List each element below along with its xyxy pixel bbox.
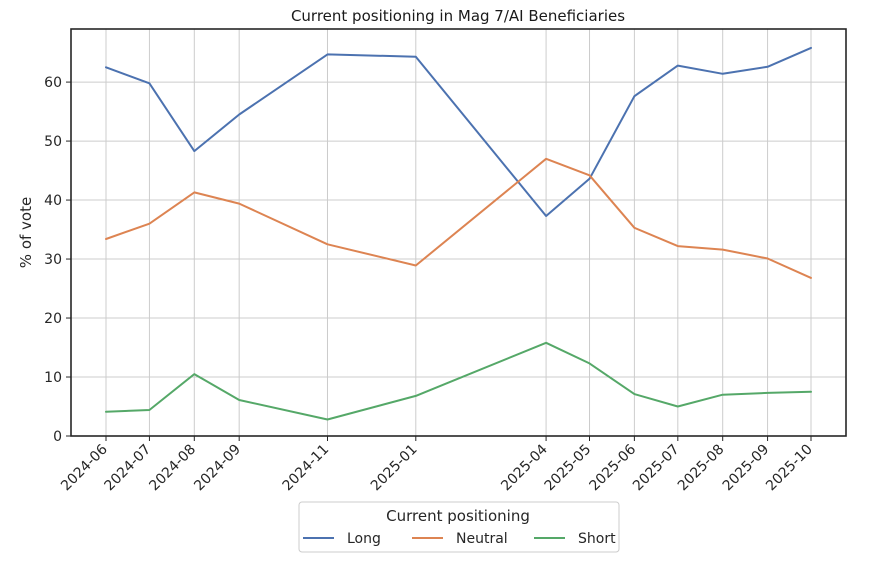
plot-frame <box>70 28 847 437</box>
legend-title: Current positioning <box>386 507 530 525</box>
legend-item-short: Short <box>534 531 616 547</box>
legend: Current positioning Long Neutral Short <box>298 501 620 553</box>
plot-area <box>71 29 846 436</box>
legend-label: Neutral <box>456 531 508 547</box>
x-tick-label: 2025-06 <box>587 441 640 494</box>
x-tick-label: 2024-07 <box>102 442 155 495</box>
y-tick-label: 50 <box>44 134 62 150</box>
y-tick-label: 0 <box>53 429 62 445</box>
legend-label: Short <box>578 531 616 547</box>
legend-item-neutral: Neutral <box>412 531 508 547</box>
x-tick-label: 2024-11 <box>280 442 333 495</box>
y-tick-label: 30 <box>44 252 62 268</box>
legend-items: Long Neutral Short <box>303 531 616 547</box>
x-tick-label: 2025-07 <box>630 442 683 495</box>
x-tick-label: 2024-09 <box>191 442 244 495</box>
x-tick-label: 2025-09 <box>720 442 773 495</box>
y-tick-label: 10 <box>44 370 62 386</box>
y-axis-ticks: 0 10 20 30 40 50 60 <box>44 75 71 445</box>
series-lines <box>105 46 812 421</box>
grid-lines <box>71 29 846 437</box>
x-tick-label: 2025-01 <box>368 442 421 495</box>
y-tick-label: 40 <box>44 193 62 209</box>
y-axis-title: % of vote <box>17 197 35 268</box>
y-tick-label: 60 <box>44 75 62 91</box>
x-tick-label: 2024-08 <box>146 442 199 495</box>
x-tick-label: 2025-04 <box>498 441 551 494</box>
x-tick-label: 2025-08 <box>675 442 728 495</box>
y-tick-label: 20 <box>44 311 62 327</box>
chart-title: Current positioning in Mag 7/AI Benefici… <box>291 7 625 25</box>
x-tick-label: 2024-06 <box>58 441 111 494</box>
legend-box <box>298 501 620 553</box>
legend-label: Long <box>347 531 381 547</box>
x-tick-label: 2025-10 <box>763 442 816 495</box>
x-tick-label: 2025-05 <box>542 442 595 495</box>
legend-item-long: Long <box>303 531 381 547</box>
